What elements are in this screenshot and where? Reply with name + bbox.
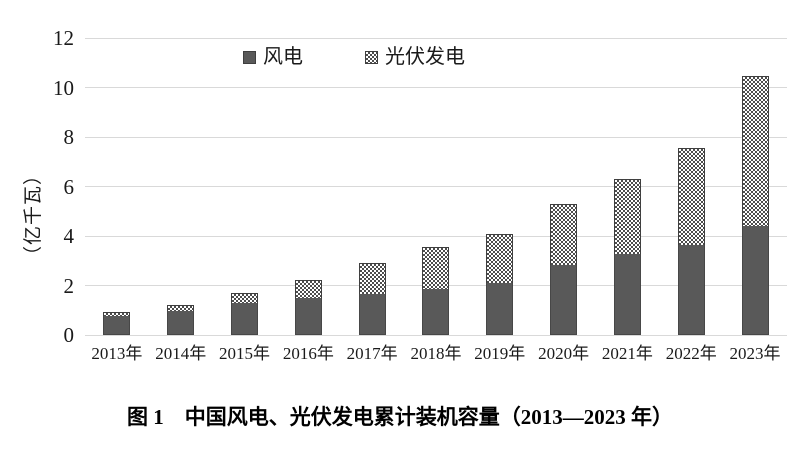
x-tick-label: 2021年 — [601, 344, 653, 363]
wind-swatch-icon — [243, 50, 256, 64]
bar-slot-2013年 — [85, 38, 149, 335]
legend-item-solar: 光伏发电 — [365, 46, 465, 68]
wind-segment — [550, 265, 578, 335]
wind-segment — [167, 311, 195, 335]
wind-segment — [358, 294, 386, 335]
gridline — [85, 37, 787, 39]
y-tick-label: 12 — [53, 26, 74, 50]
x-tick-label: 2014年 — [155, 344, 207, 363]
stacked-bar-2021年 — [613, 179, 641, 335]
solar-segment — [294, 280, 322, 300]
stacked-bar-2017年 — [358, 263, 386, 335]
x-tick-label: 2019年 — [474, 344, 526, 363]
y-tick-label: 0 — [63, 323, 75, 347]
bar-slot-2021年 — [596, 38, 660, 335]
solar-segment — [422, 247, 450, 291]
stacked-bar-2022年 — [677, 148, 705, 335]
x-tick-label: 2023年 — [729, 344, 781, 363]
solar-segment — [358, 263, 386, 296]
x-tick-label: 2015年 — [219, 344, 271, 363]
wind-segment — [741, 225, 769, 335]
stacked-bar-2019年 — [486, 233, 514, 335]
wind-segment — [613, 253, 641, 335]
wind-segment — [103, 315, 131, 335]
bar-slot-2022年 — [659, 38, 723, 335]
y-tick-label: 6 — [63, 174, 75, 199]
solar-segment — [741, 76, 769, 227]
wind-segment — [422, 289, 450, 335]
solar-segment — [613, 179, 641, 255]
y-tick-label: 4 — [63, 224, 75, 248]
x-axis-labels: 2013年 2014年 2015年 2016年 2017年 2018年 2019年 2020年… — [85, 342, 787, 366]
bar-slot-2019年 — [468, 38, 532, 335]
legend-label-solar: 光伏发电 — [385, 46, 465, 68]
plot-area: 风电 光伏发电 — [85, 37, 787, 336]
bar-slot-2014年 — [149, 38, 213, 335]
bar-slot-2023年 — [723, 38, 787, 335]
solar-segment — [677, 148, 705, 246]
solar-segment — [550, 203, 578, 267]
gridline — [85, 334, 787, 336]
x-tick-label: 2020年 — [538, 344, 590, 363]
x-tick-label: 2013年 — [91, 344, 143, 363]
gridline — [85, 87, 787, 88]
gridline — [85, 136, 787, 138]
wind-segment — [231, 303, 259, 335]
gridline — [85, 186, 787, 187]
legend-item-wind: 风电 — [243, 46, 303, 68]
wind-segment — [294, 298, 322, 335]
y-tick-label: 8 — [63, 125, 75, 149]
bar-slot-2015年 — [213, 38, 277, 335]
gridline — [85, 235, 787, 237]
x-tick-label: 2018年 — [410, 344, 462, 363]
solar-swatch-icon — [365, 50, 378, 64]
stacked-bar-2014年 — [167, 305, 195, 335]
bar-slot-2020年 — [532, 38, 596, 335]
figure-caption: 图 1 中国风电、光伏发电累计装机容量（2013—2023 年） — [127, 405, 673, 429]
wind-segment — [486, 283, 514, 335]
chart-legend: 风电 光伏发电 — [243, 46, 465, 68]
y-tick-label: 10 — [53, 75, 74, 100]
wind-segment — [677, 244, 705, 335]
bar-slot-2016年 — [276, 38, 340, 335]
stacked-bar-2020年 — [550, 203, 578, 335]
stacked-bar-2016年 — [294, 280, 322, 335]
stacked-bar-2013年 — [103, 312, 131, 335]
legend-label-wind: 风电 — [263, 46, 303, 68]
x-tick-label: 2016年 — [282, 344, 334, 363]
bar-slot-2017年 — [340, 38, 404, 335]
bars-container — [85, 38, 787, 335]
x-tick-label: 2017年 — [346, 344, 398, 363]
x-tick-label: 2022年 — [665, 344, 717, 363]
bar-slot-2018年 — [404, 38, 468, 335]
y-tick-label: 2 — [63, 273, 75, 298]
stacked-bar-2015年 — [231, 293, 259, 335]
solar-segment — [486, 233, 514, 285]
stacked-bar-2018年 — [422, 247, 450, 335]
stacked-bar-2023年 — [741, 76, 769, 335]
